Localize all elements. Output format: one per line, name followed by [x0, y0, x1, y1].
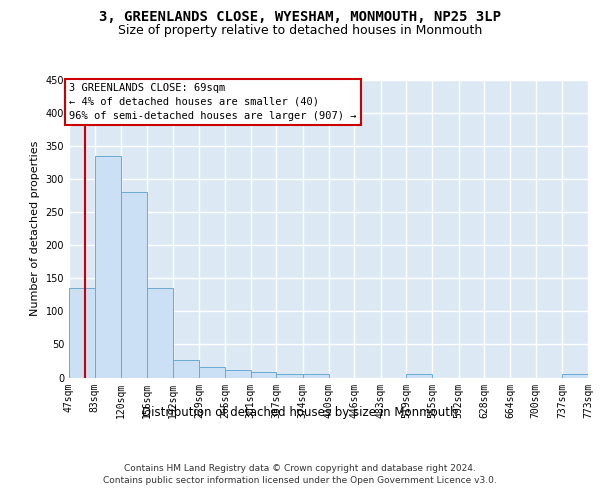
Text: 3 GREENLANDS CLOSE: 69sqm
← 4% of detached houses are smaller (40)
96% of semi-d: 3 GREENLANDS CLOSE: 69sqm ← 4% of detach…	[69, 83, 356, 121]
Bar	[251, 372, 277, 378]
Bar	[121, 192, 147, 378]
Bar	[199, 367, 225, 378]
Bar	[406, 374, 432, 378]
Bar	[95, 156, 121, 378]
Text: Size of property relative to detached houses in Monmouth: Size of property relative to detached ho…	[118, 24, 482, 37]
Bar	[303, 374, 329, 378]
Bar	[562, 374, 588, 378]
Text: Contains HM Land Registry data © Crown copyright and database right 2024.: Contains HM Land Registry data © Crown c…	[124, 464, 476, 473]
Bar	[225, 370, 251, 378]
Text: Contains public sector information licensed under the Open Government Licence v3: Contains public sector information licen…	[103, 476, 497, 485]
Y-axis label: Number of detached properties: Number of detached properties	[30, 141, 40, 316]
Text: Distribution of detached houses by size in Monmouth: Distribution of detached houses by size …	[142, 406, 458, 419]
Bar	[69, 288, 95, 378]
Text: 3, GREENLANDS CLOSE, WYESHAM, MONMOUTH, NP25 3LP: 3, GREENLANDS CLOSE, WYESHAM, MONMOUTH, …	[99, 10, 501, 24]
Bar	[173, 360, 199, 378]
Bar	[147, 288, 173, 378]
Bar	[277, 374, 303, 378]
